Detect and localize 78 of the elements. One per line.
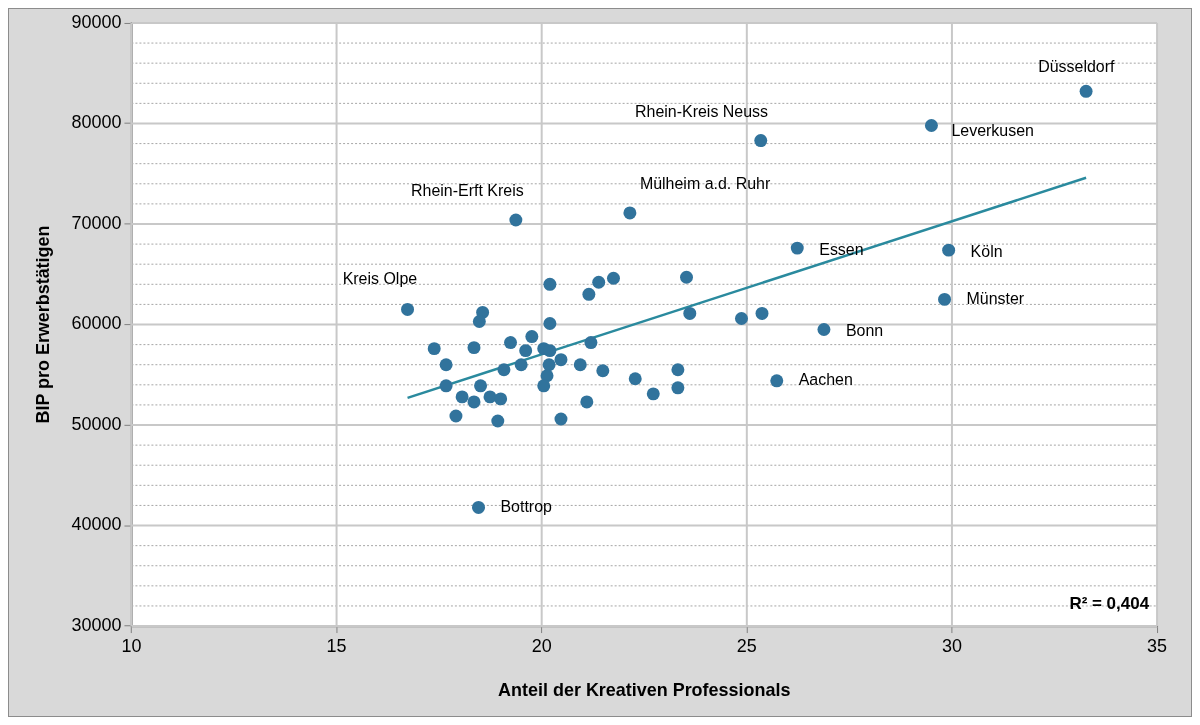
point [474,379,488,393]
point [449,409,463,423]
point [817,323,831,337]
point [1079,84,1093,98]
point [439,358,453,372]
point [543,317,557,330]
x-tick-label: 30 [941,635,962,656]
annotation: Aachen [798,371,853,389]
y-tick-label: 60000 [71,313,122,334]
point [439,379,453,393]
y-tick-label: 90000 [71,11,122,32]
point [494,392,508,406]
point [924,119,938,132]
point [542,358,556,372]
point [754,134,768,148]
point [573,358,587,372]
point [680,270,693,284]
point [497,363,511,377]
x-tick-label: 15 [326,635,347,656]
point [467,341,481,355]
annotation: R² = 0,404 [1069,593,1150,613]
y-tick-label: 40000 [71,514,122,535]
point [671,381,685,395]
point [628,372,642,386]
x-tick-label: 10 [121,635,142,656]
point [584,336,598,350]
point [491,414,505,428]
point [580,395,594,409]
point [646,387,660,401]
x-tick-label: 25 [736,635,757,656]
point [755,306,769,320]
point [504,336,517,350]
point [938,292,952,306]
point [472,315,486,328]
x-tick-label: 20 [531,635,552,656]
annotation: Düsseldorf [1038,57,1116,75]
point [472,500,485,514]
point [734,311,748,325]
annotation: Rhein-Erft Kreis [411,182,524,200]
point [770,374,784,388]
annotation: Leverkusen [951,121,1034,139]
point [509,213,523,227]
y-axis-title: BIP pro Erwerbstätigen [32,225,53,424]
point [543,344,557,358]
point [582,287,596,301]
point [683,306,697,320]
point [514,358,528,372]
y-tick-label: 80000 [71,112,122,133]
annotation: Münster [966,289,1025,307]
point [671,363,685,377]
point [596,364,610,378]
point [519,344,533,358]
point [623,206,637,220]
x-axis-title: Anteil der Kreativen Professionals [498,680,791,701]
annotation: Bonn [845,321,884,339]
x-tick-label: 35 [1147,635,1168,656]
point [543,277,557,291]
y-tick-label: 30000 [71,615,122,636]
point [554,412,568,426]
point [554,353,568,367]
y-tick-label: 70000 [71,212,122,233]
point [525,330,539,344]
annotation: Essen [819,240,864,258]
annotation: Köln [970,242,1003,260]
annotation: Rhein-Kreis Neuss [634,103,769,121]
point [427,342,441,356]
y-tick-label: 50000 [71,413,122,434]
point [537,379,551,393]
annotation: Bottrop [500,497,553,515]
point [790,241,804,255]
point [455,390,469,404]
point [592,275,606,289]
point [606,271,620,285]
annotation: Mülheim a.d. Ruhr [639,175,771,193]
point [467,395,481,409]
point [942,243,956,257]
annotation: Kreis Olpe [342,269,418,287]
point [401,302,415,316]
